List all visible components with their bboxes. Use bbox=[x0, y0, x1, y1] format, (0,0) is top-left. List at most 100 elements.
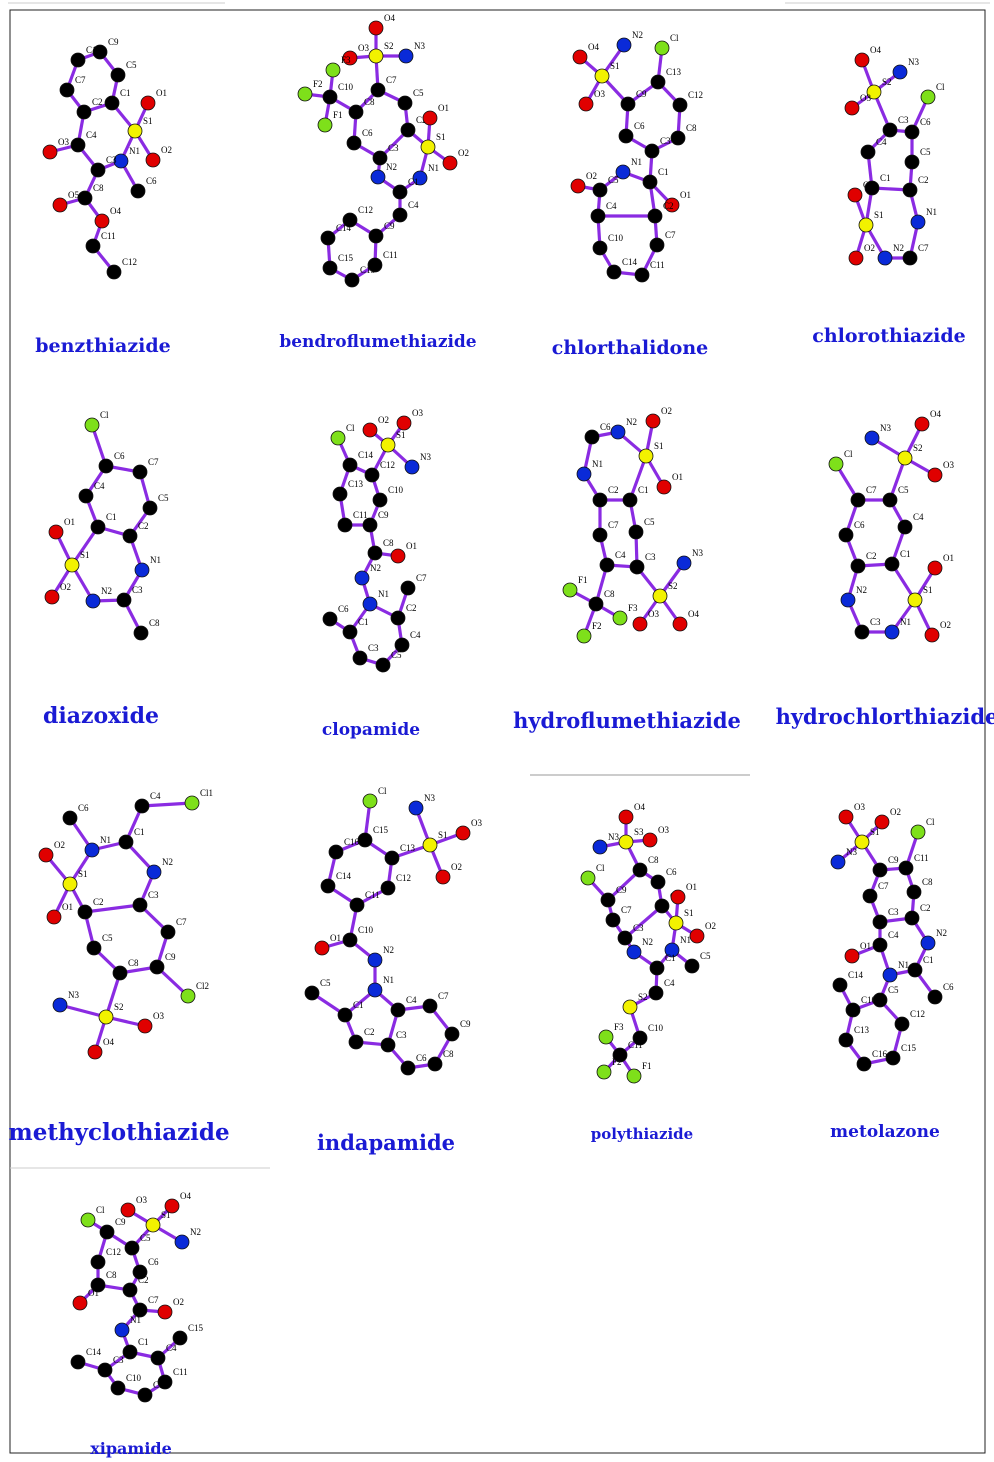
atom-label: C9 bbox=[165, 952, 176, 962]
atom-label: C3 bbox=[396, 1030, 407, 1040]
atom-C2 bbox=[77, 904, 93, 920]
atom-C14 bbox=[320, 230, 336, 246]
atom-label: N1 bbox=[592, 459, 603, 469]
atom-N2 bbox=[840, 592, 856, 608]
atom-label: C1 bbox=[658, 167, 669, 177]
atom-N2 bbox=[370, 169, 386, 185]
atom-C14 bbox=[342, 457, 358, 473]
atom-O4 bbox=[87, 1044, 103, 1060]
atom-S1 bbox=[420, 139, 436, 155]
compound-name: indapamide bbox=[317, 1130, 455, 1155]
molecule-hydroflumethiazide: C6 N2 O2 S1 O1 N1 C2 C1 C7 C5 C4 C3 F1 F3 F2 C8 S2 N3 O3 O4… bbox=[513, 406, 741, 733]
atom-label: C1 bbox=[900, 549, 911, 559]
atom-label: F2 bbox=[592, 621, 602, 631]
atom-C3 bbox=[372, 150, 388, 166]
atom-label: C1 bbox=[120, 88, 131, 98]
atom-N3 bbox=[592, 839, 608, 855]
atom-label: C10 bbox=[338, 82, 354, 92]
atom-label: N1 bbox=[631, 157, 642, 167]
atom-O3 bbox=[927, 467, 943, 483]
atom-C3 bbox=[882, 122, 898, 138]
atom-label: N3 bbox=[608, 832, 619, 842]
atom-label: C6 bbox=[78, 803, 89, 813]
atom-label: C6 bbox=[920, 117, 931, 127]
atom-C2 bbox=[122, 528, 138, 544]
molecule-diazoxide: Cl C6 C7 C4 C5 C1 C2 O1 S1 N1 O2 N2 C3 C8 diazoxide bbox=[43, 410, 169, 729]
atom-S1 bbox=[668, 915, 684, 931]
atom-C1 bbox=[337, 1007, 353, 1023]
atom-O4 bbox=[572, 49, 588, 65]
atom-label: N3 bbox=[414, 41, 425, 51]
atom-C7 bbox=[160, 924, 176, 940]
atom-label: C12 bbox=[396, 873, 411, 883]
atom-label: C4 bbox=[615, 550, 626, 560]
atom-label: C11 bbox=[365, 890, 380, 900]
atom-label: O2 bbox=[173, 1297, 184, 1307]
atom-C7 bbox=[59, 82, 75, 98]
atom-S1 bbox=[907, 592, 923, 608]
atom-C4 bbox=[394, 637, 410, 653]
bond bbox=[888, 457, 907, 501]
atom-label: C1 bbox=[106, 512, 117, 522]
atom-C8 bbox=[588, 596, 604, 612]
molecule-xipamide: O3 S1 O4 N2 Cl C9 C5 C12 C6 C8 C2 O1 C7 O2 N1 C1 C15 C4 C1… bbox=[70, 1191, 204, 1458]
atom-O4 bbox=[854, 52, 870, 68]
atom-label: O2 bbox=[451, 862, 462, 872]
atom-O1 bbox=[390, 548, 406, 564]
atom-label: O1 bbox=[672, 472, 683, 482]
atom-C1 bbox=[642, 174, 658, 190]
atom-C12 bbox=[106, 264, 122, 280]
atom-label: C5 bbox=[102, 933, 113, 943]
atom-label: F3 bbox=[614, 1022, 624, 1032]
atom-C6 bbox=[584, 429, 600, 445]
atom-N1 bbox=[884, 624, 900, 640]
atom-label: C14 bbox=[336, 223, 352, 233]
atom-N3 bbox=[676, 555, 692, 571]
atom-Cl bbox=[330, 430, 346, 446]
atom-C6 bbox=[400, 1060, 416, 1076]
atom-label: C12 bbox=[106, 1247, 121, 1257]
atom-label: O4 bbox=[110, 206, 121, 216]
atom-label: C14 bbox=[336, 871, 352, 881]
atom-label: C2 bbox=[416, 115, 427, 125]
atom-label: C3 bbox=[132, 585, 143, 595]
atom-C5 bbox=[110, 67, 126, 83]
atom-N2 bbox=[877, 250, 893, 266]
atom-N2 bbox=[920, 935, 936, 951]
atom-label: C1 bbox=[358, 617, 369, 627]
atom-S2 bbox=[897, 450, 913, 466]
atom-C11 bbox=[157, 1374, 173, 1390]
atom-C9 bbox=[99, 1224, 115, 1240]
atom-O2 bbox=[570, 178, 586, 194]
atom-C14 bbox=[70, 1354, 86, 1370]
atom-C8 bbox=[632, 862, 648, 878]
atom-S1 bbox=[145, 1217, 161, 1233]
atom-S2 bbox=[368, 48, 384, 64]
atom-C14 bbox=[320, 878, 336, 894]
atom-O1 bbox=[422, 110, 438, 126]
atom-label: C3 bbox=[870, 617, 881, 627]
atom-N2 bbox=[85, 593, 101, 609]
atom-label: C7 bbox=[918, 243, 929, 253]
atom-label: N1 bbox=[383, 975, 394, 985]
atom-label: N3 bbox=[846, 847, 857, 857]
atom-label: O3 bbox=[358, 43, 369, 53]
atom-label: C1 bbox=[138, 1337, 149, 1347]
atom-S2 bbox=[98, 1009, 114, 1025]
atom-C10 bbox=[110, 1380, 126, 1396]
atom-C3 bbox=[617, 930, 633, 946]
atom-label: C6 bbox=[148, 1257, 159, 1267]
atom-label: C4 bbox=[166, 1343, 177, 1353]
atom-label: C16 bbox=[344, 837, 360, 847]
atom-C12 bbox=[894, 1016, 910, 1032]
atom-C13 bbox=[384, 850, 400, 866]
atom-O3 bbox=[42, 144, 58, 160]
atom-label: C2 bbox=[138, 1275, 149, 1285]
atom-label: C7 bbox=[148, 457, 159, 467]
compound-name: chlorthalidone bbox=[552, 337, 708, 359]
atom-label: C7 bbox=[176, 917, 187, 927]
atom-C6 bbox=[98, 458, 114, 474]
atom-O3 bbox=[342, 50, 358, 66]
atom-label: C4 bbox=[606, 201, 617, 211]
atom-C8 bbox=[427, 1056, 443, 1072]
